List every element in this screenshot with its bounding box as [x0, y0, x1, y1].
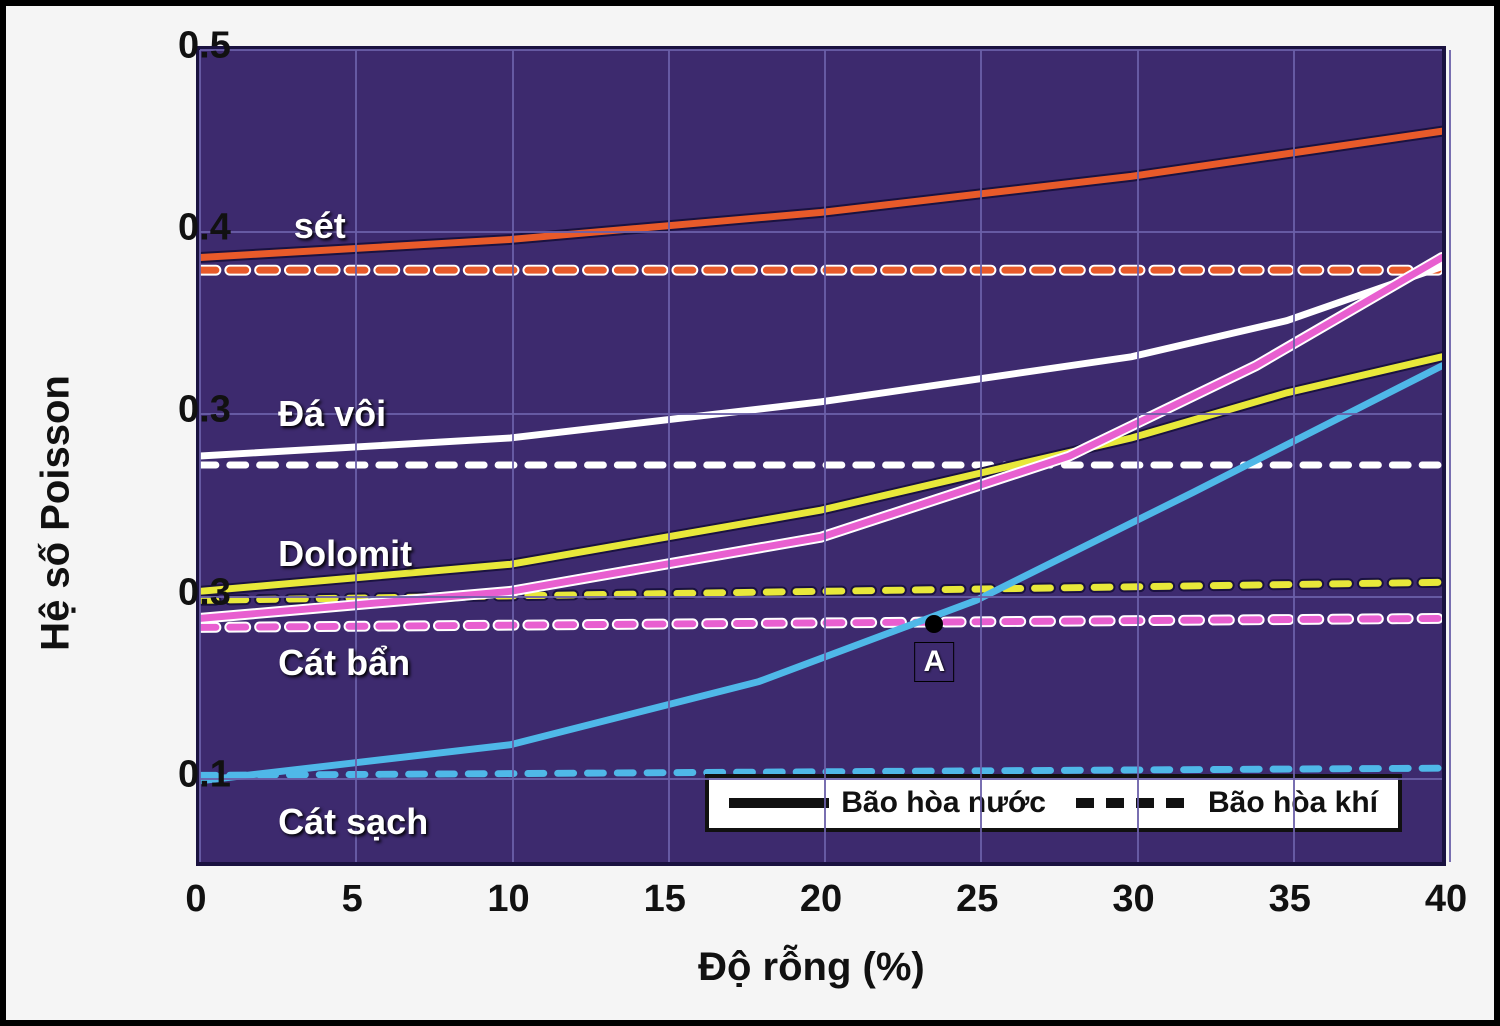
x-tick-label: 40 — [1425, 878, 1467, 921]
series-set_water-shadow — [200, 131, 1442, 257]
gridline-v — [1293, 50, 1295, 862]
series-label: sét — [294, 205, 346, 247]
chart-wrap: Hệ số Poisson Độ rỗng (%) Bão hòa nướcBã… — [26, 26, 1454, 1000]
series-label: Cát sạch — [278, 801, 428, 843]
gridline-h — [200, 231, 1442, 233]
gridline-v — [512, 50, 514, 862]
gridline-h — [200, 49, 1442, 51]
gridline-v — [824, 50, 826, 862]
series-set_water — [200, 131, 1442, 257]
x-tick-label: 20 — [800, 878, 842, 921]
plot-area: Bão hòa nước Bão hòa khí sét Đá vôi Dolomit… — [196, 46, 1446, 866]
series-label: Dolomit — [278, 533, 412, 575]
gridline-v — [1137, 50, 1139, 862]
legend: Bão hòa nước Bão hòa khí — [705, 774, 1402, 832]
chart-lines — [200, 50, 1442, 862]
x-tick-label: 15 — [644, 878, 686, 921]
gridline-h — [200, 596, 1442, 598]
gridline-v — [199, 50, 201, 862]
legend-item: Bão hòa khí — [1076, 786, 1378, 820]
chart-frame: Hệ số Poisson Độ rỗng (%) Bão hòa nướcBã… — [0, 0, 1500, 1026]
legend-text: Bão hòa nước — [841, 786, 1046, 820]
gridline-h — [200, 413, 1442, 415]
x-tick-label: 10 — [487, 878, 529, 921]
x-tick-label: 30 — [1112, 878, 1154, 921]
x-axis-label: Độ rỗng (%) — [698, 945, 925, 990]
marker-label: A — [915, 642, 955, 682]
x-tick-label: 25 — [956, 878, 998, 921]
marker-point — [925, 615, 943, 633]
gridline-v — [668, 50, 670, 862]
gridline-v — [1449, 50, 1451, 862]
legend-swatch-solid — [729, 798, 829, 808]
y-axis-label: Hệ số Poisson — [34, 375, 79, 651]
legend-item: Bão hòa nước — [729, 786, 1046, 820]
x-tick-label: 35 — [1269, 878, 1311, 921]
x-tick-label: 0 — [185, 878, 206, 921]
gridline-v — [355, 50, 357, 862]
gridline-h — [200, 778, 1442, 780]
series-label: Cát bẩn — [278, 642, 410, 684]
gridline-v — [980, 50, 982, 862]
series-label: Đá vôi — [278, 393, 386, 435]
x-tick-label: 5 — [342, 878, 363, 921]
